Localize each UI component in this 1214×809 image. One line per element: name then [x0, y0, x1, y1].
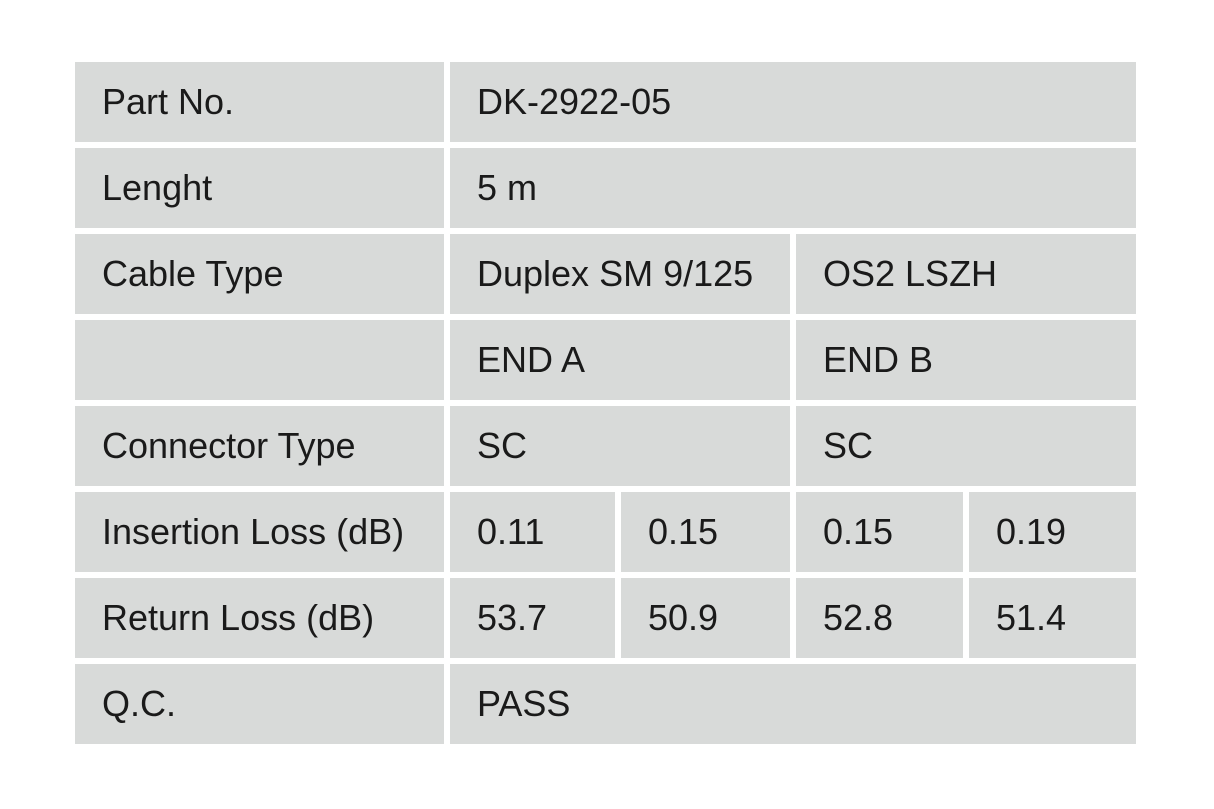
table-row-insertion-loss: Insertion Loss (dB) 0.11 0.15 0.15 0.19 [75, 492, 1136, 572]
row-label-connector-type: Connector Type [75, 406, 444, 486]
row-label-length: Lenght [75, 148, 444, 228]
value-length: 5 m [450, 148, 1136, 228]
return-loss-b2: 51.4 [969, 578, 1136, 658]
table-row-qc: Q.C. PASS [75, 664, 1136, 744]
insertion-loss-b1: 0.15 [796, 492, 963, 572]
row-label-part-no: Part No. [75, 62, 444, 142]
value-end-a: END A [450, 320, 790, 400]
value-connector-end-b: SC [796, 406, 1136, 486]
insertion-loss-a2: 0.15 [621, 492, 790, 572]
value-end-b: END B [796, 320, 1136, 400]
row-label-qc: Q.C. [75, 664, 444, 744]
row-label-empty [75, 320, 444, 400]
table-row-cable-type: Cable Type Duplex SM 9/125 OS2 LSZH [75, 234, 1136, 314]
table-row-connector-type: Connector Type SC SC [75, 406, 1136, 486]
value-part-no: DK-2922-05 [450, 62, 1136, 142]
row-label-return-loss: Return Loss (dB) [75, 578, 444, 658]
value-cable-type-2: OS2 LSZH [796, 234, 1136, 314]
table-row-return-loss: Return Loss (dB) 53.7 50.9 52.8 51.4 [75, 578, 1136, 658]
table-row-length: Lenght 5 m [75, 148, 1136, 228]
return-loss-a1: 53.7 [450, 578, 615, 658]
return-loss-b1: 52.8 [796, 578, 963, 658]
row-label-cable-type: Cable Type [75, 234, 444, 314]
return-loss-a2: 50.9 [621, 578, 790, 658]
table-row-part-no: Part No. DK-2922-05 [75, 62, 1136, 142]
table-row-ends: END A END B [75, 320, 1136, 400]
row-label-insertion-loss: Insertion Loss (dB) [75, 492, 444, 572]
value-connector-end-a: SC [450, 406, 790, 486]
insertion-loss-a1: 0.11 [450, 492, 615, 572]
value-qc: PASS [450, 664, 1136, 744]
value-cable-type-1: Duplex SM 9/125 [450, 234, 790, 314]
insertion-loss-b2: 0.19 [969, 492, 1136, 572]
product-spec-table: Part No. DK-2922-05 Lenght 5 m Cable Typ… [75, 62, 1136, 744]
